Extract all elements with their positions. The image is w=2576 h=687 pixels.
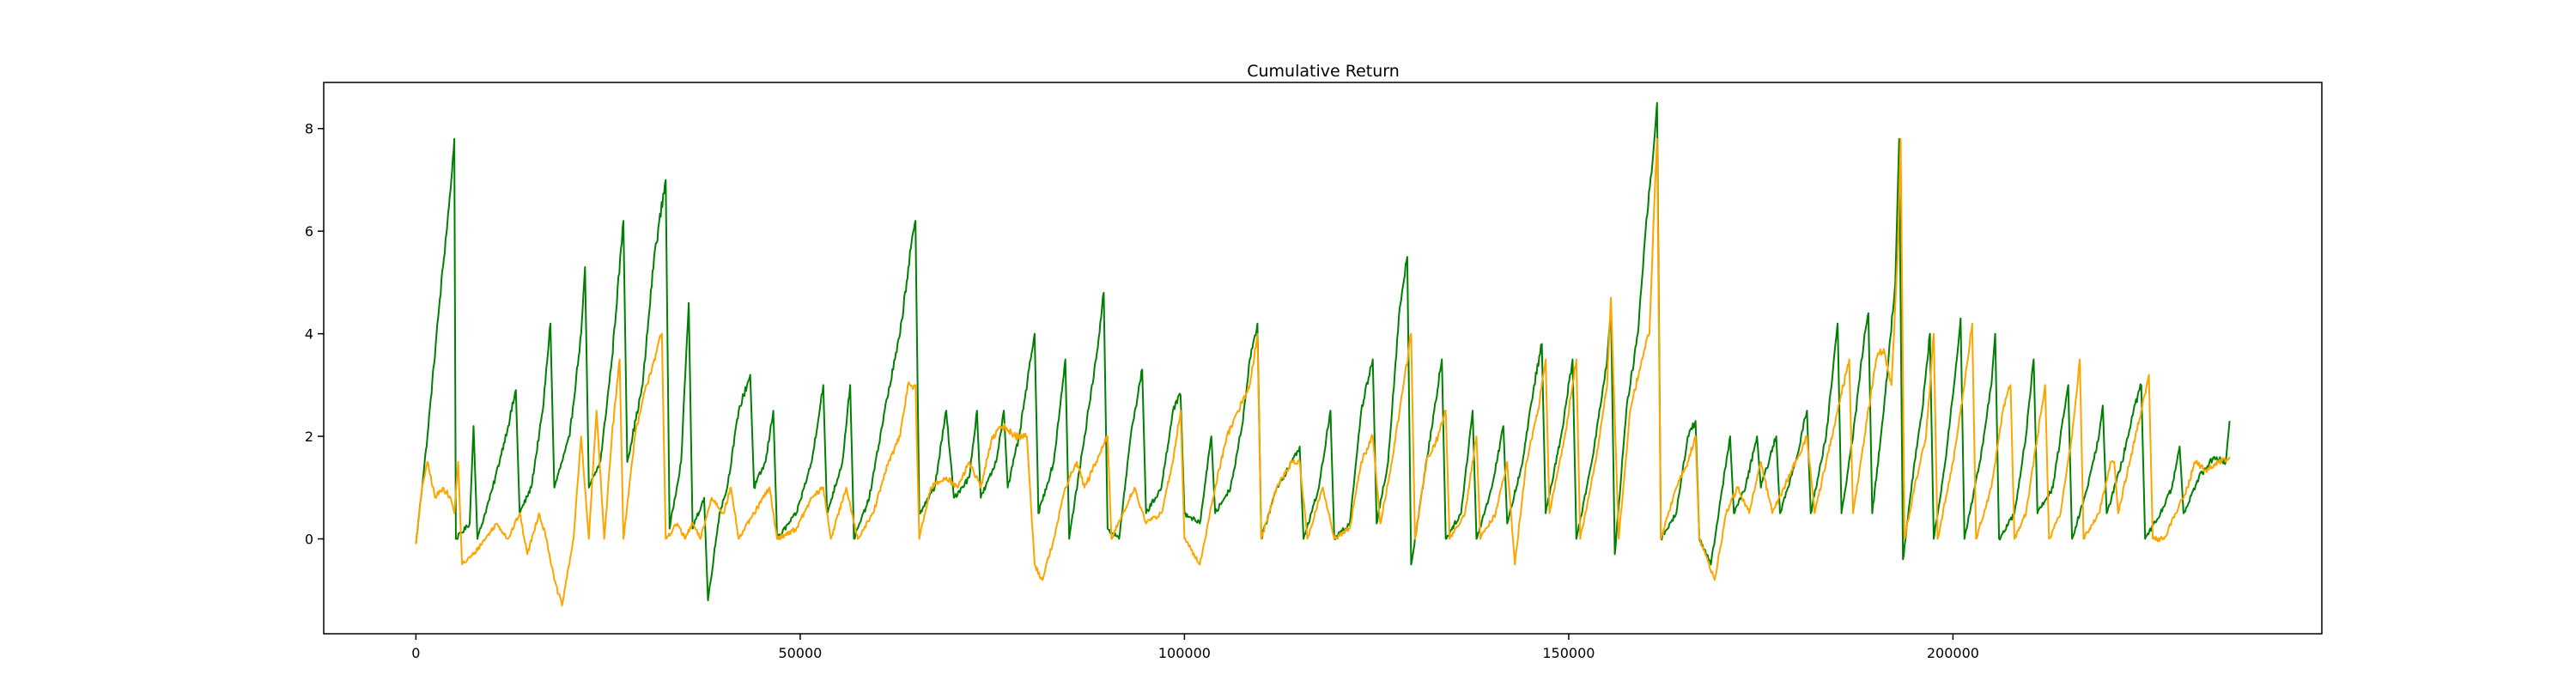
y-tick-label: 8 [305,121,313,137]
series-line-2 [415,137,2231,607]
y-tick-label: 2 [305,429,313,445]
x-tick-label: 200000 [1927,645,1979,661]
axes: 0 50000 100000 150000 200000 0 2 4 6 8 [305,121,1979,661]
x-tick-label: 50000 [778,645,822,661]
x-tick-label: 0 [411,645,420,661]
y-tick-label: 4 [305,326,313,343]
x-tick-label: 100000 [1158,645,1211,661]
plot-frame [323,82,2323,635]
x-tick-label: 150000 [1542,645,1595,661]
series-line-1 [415,101,2231,602]
y-tick-label: 0 [305,532,313,548]
y-tick-label: 6 [305,223,313,240]
chart-title: Cumulative Return [1247,62,1400,81]
plot-area [415,101,2231,607]
